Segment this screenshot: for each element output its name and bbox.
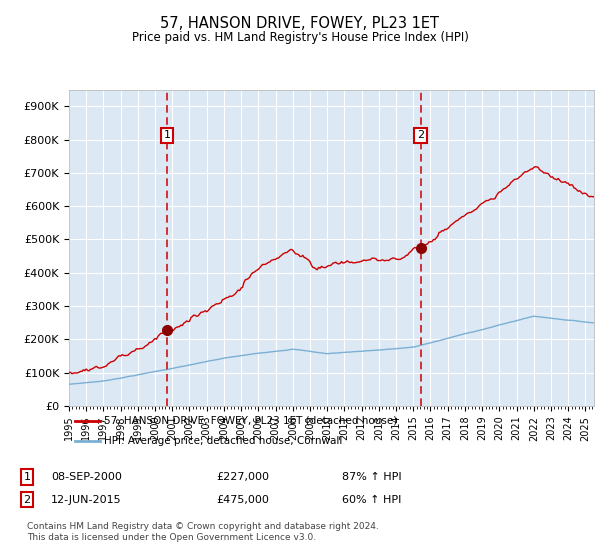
Text: Contains HM Land Registry data © Crown copyright and database right 2024.: Contains HM Land Registry data © Crown c… <box>27 522 379 531</box>
Text: 57, HANSON DRIVE, FOWEY, PL23 1ET: 57, HANSON DRIVE, FOWEY, PL23 1ET <box>161 16 439 31</box>
Text: 2: 2 <box>23 494 31 505</box>
Text: This data is licensed under the Open Government Licence v3.0.: This data is licensed under the Open Gov… <box>27 533 316 542</box>
Text: 1: 1 <box>23 472 31 482</box>
Text: 2: 2 <box>417 130 424 141</box>
Text: Price paid vs. HM Land Registry's House Price Index (HPI): Price paid vs. HM Land Registry's House … <box>131 31 469 44</box>
Text: 12-JUN-2015: 12-JUN-2015 <box>51 494 122 505</box>
Text: 1: 1 <box>163 130 170 141</box>
Text: £227,000: £227,000 <box>216 472 269 482</box>
Text: 60% ↑ HPI: 60% ↑ HPI <box>342 494 401 505</box>
Text: £475,000: £475,000 <box>216 494 269 505</box>
Text: 57, HANSON DRIVE, FOWEY, PL23 1ET (detached house): 57, HANSON DRIVE, FOWEY, PL23 1ET (detac… <box>104 416 397 426</box>
Text: 08-SEP-2000: 08-SEP-2000 <box>51 472 122 482</box>
Text: HPI: Average price, detached house, Cornwall: HPI: Average price, detached house, Corn… <box>104 436 343 446</box>
Text: 87% ↑ HPI: 87% ↑ HPI <box>342 472 401 482</box>
